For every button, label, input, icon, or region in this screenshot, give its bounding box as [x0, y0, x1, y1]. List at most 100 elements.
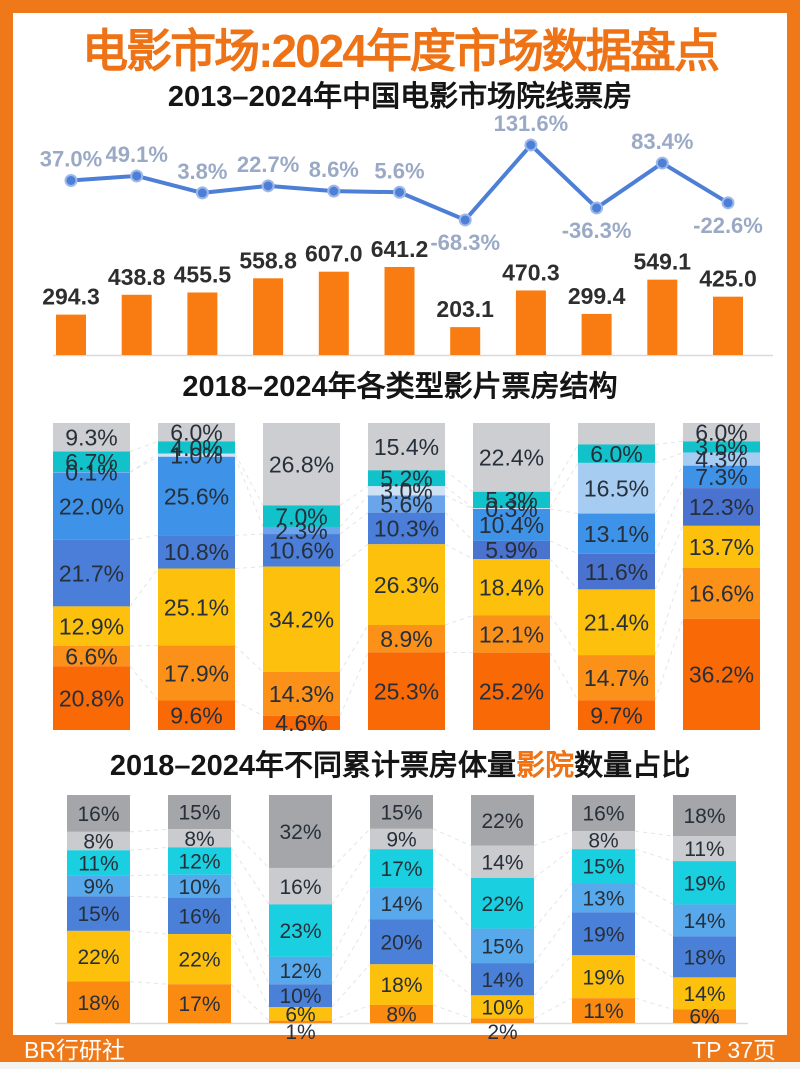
svg-text:-36.3%: -36.3% [562, 218, 632, 243]
svg-text:9%: 9% [386, 829, 416, 852]
svg-text:17.9%: 17.9% [164, 660, 229, 686]
svg-text:9%: 9% [83, 876, 113, 899]
svg-text:10.3%: 10.3% [374, 516, 439, 542]
svg-text:10%: 10% [178, 876, 220, 899]
svg-text:14.3%: 14.3% [269, 681, 334, 707]
svg-text:15%: 15% [582, 856, 624, 879]
svg-text:13.1%: 13.1% [584, 521, 649, 547]
svg-text:203.1: 203.1 [436, 296, 494, 322]
boxoffice-bar-line-chart: 294.3 438.8 455.5 558.8 607.0 641.2 203.1 470.3… [40, 111, 773, 357]
svg-text:19%: 19% [582, 966, 624, 989]
svg-text:3.6%: 3.6% [695, 434, 747, 460]
genre-structure-chart-title: 2018–2024年各类型影片票房结构 [182, 371, 618, 403]
svg-text:7.3%: 7.3% [695, 464, 747, 490]
svg-text:3.8%: 3.8% [177, 159, 227, 184]
svg-text:26.3%: 26.3% [374, 572, 439, 598]
svg-text:37.0%: 37.0% [40, 146, 102, 171]
svg-text:15.4%: 15.4% [374, 434, 439, 460]
svg-text:5.3%: 5.3% [485, 487, 537, 513]
page-title: 电影市场:2024年度市场数据盘点 [82, 25, 720, 77]
svg-text:455.5: 455.5 [174, 261, 232, 287]
svg-text:16%: 16% [178, 905, 220, 928]
svg-text:11%: 11% [684, 838, 724, 861]
svg-text:12%: 12% [279, 960, 321, 983]
svg-text:20%: 20% [380, 931, 422, 954]
svg-text:6.0%: 6.0% [590, 441, 642, 467]
svg-text:8%: 8% [386, 1004, 416, 1027]
svg-text:0.3%: 0.3% [485, 496, 537, 522]
svg-text:22%: 22% [481, 893, 523, 916]
svg-text:12.3%: 12.3% [689, 494, 754, 520]
svg-text:22%: 22% [178, 949, 220, 972]
svg-text:83.4%: 83.4% [631, 129, 693, 154]
svg-text:34.2%: 34.2% [269, 607, 334, 633]
svg-text:10.8%: 10.8% [164, 539, 229, 565]
svg-text:18%: 18% [683, 946, 725, 969]
svg-text:22%: 22% [77, 946, 119, 969]
svg-text:8%: 8% [588, 830, 618, 853]
svg-text:299.4: 299.4 [568, 283, 626, 309]
svg-text:4.6%: 4.6% [275, 710, 327, 736]
svg-text:4.3%: 4.3% [695, 446, 747, 472]
svg-text:18.4%: 18.4% [479, 575, 544, 601]
content-panel: 电影市场:2024年度市场数据盘点 2013–2024年中国电影市场院线票房 2… [13, 13, 787, 1044]
svg-text:4.0%: 4.0% [170, 435, 222, 461]
svg-text:131.6%: 131.6% [494, 111, 569, 136]
svg-text:549.1: 549.1 [634, 249, 692, 275]
svg-text:18%: 18% [77, 992, 119, 1015]
svg-text:16%: 16% [582, 803, 624, 826]
svg-text:12.9%: 12.9% [59, 613, 124, 639]
svg-text:15%: 15% [77, 903, 119, 926]
svg-text:10.6%: 10.6% [269, 538, 334, 564]
svg-text:-22.6%: -22.6% [693, 213, 763, 238]
svg-text:641.2: 641.2 [371, 236, 429, 262]
svg-text:10%: 10% [481, 996, 523, 1019]
svg-text:19%: 19% [683, 872, 725, 895]
svg-text:14%: 14% [683, 983, 725, 1006]
svg-text:23%: 23% [279, 920, 321, 943]
svg-text:1.0%: 1.0% [170, 443, 222, 469]
svg-text:470.3: 470.3 [502, 259, 560, 285]
svg-text:22.0%: 22.0% [59, 493, 124, 519]
svg-text:14%: 14% [683, 910, 725, 933]
svg-text:15%: 15% [481, 935, 523, 958]
svg-text:8.9%: 8.9% [380, 626, 432, 652]
svg-text:14%: 14% [380, 893, 422, 916]
svg-text:1%: 1% [285, 1021, 315, 1044]
svg-text:6.0%: 6.0% [695, 419, 747, 445]
svg-text:20.8%: 20.8% [59, 685, 124, 711]
svg-text:11%: 11% [583, 1000, 623, 1023]
svg-text:-68.3%: -68.3% [430, 230, 500, 255]
svg-text:11.6%: 11.6% [585, 559, 649, 585]
svg-text:25.1%: 25.1% [164, 594, 229, 620]
svg-text:22%: 22% [481, 810, 523, 833]
genre-structure-stacked-chart: 9.3%6.7%0.1% 22.0% 21.7% 12.9% 6.6% 20.8% 6.0%… [53, 419, 760, 736]
svg-text:10%: 10% [279, 985, 321, 1008]
svg-text:17%: 17% [178, 993, 220, 1016]
svg-text:10.4%: 10.4% [479, 512, 544, 538]
svg-text:294.3: 294.3 [42, 284, 100, 310]
svg-text:16%: 16% [279, 876, 321, 899]
boxoffice-chart-title: 2013–2024年中国电影市场院线票房 [167, 81, 633, 113]
svg-text:11%: 11% [78, 852, 118, 875]
footer-bar: BR行研社 TP 37页 [0, 1033, 800, 1063]
svg-text:18%: 18% [683, 805, 725, 828]
svg-text:607.0: 607.0 [305, 241, 363, 267]
svg-text:15%: 15% [380, 801, 422, 824]
svg-text:25.3%: 25.3% [374, 678, 439, 704]
svg-text:2.3%: 2.3% [275, 518, 327, 544]
svg-text:6.0%: 6.0% [170, 419, 222, 445]
svg-text:49.1%: 49.1% [106, 142, 168, 167]
svg-text:17%: 17% [380, 858, 422, 881]
svg-text:6.6%: 6.6% [65, 643, 117, 669]
svg-text:5.6%: 5.6% [380, 491, 432, 517]
svg-text:6%: 6% [285, 1003, 315, 1026]
svg-text:16.6%: 16.6% [689, 581, 754, 607]
svg-text:5.2%: 5.2% [380, 466, 432, 492]
svg-text:6%: 6% [689, 1006, 719, 1029]
svg-text:8.6%: 8.6% [309, 157, 359, 182]
svg-text:36.2%: 36.2% [689, 662, 754, 688]
svg-text:558.8: 558.8 [239, 247, 297, 273]
svg-text:12.1%: 12.1% [479, 621, 544, 647]
